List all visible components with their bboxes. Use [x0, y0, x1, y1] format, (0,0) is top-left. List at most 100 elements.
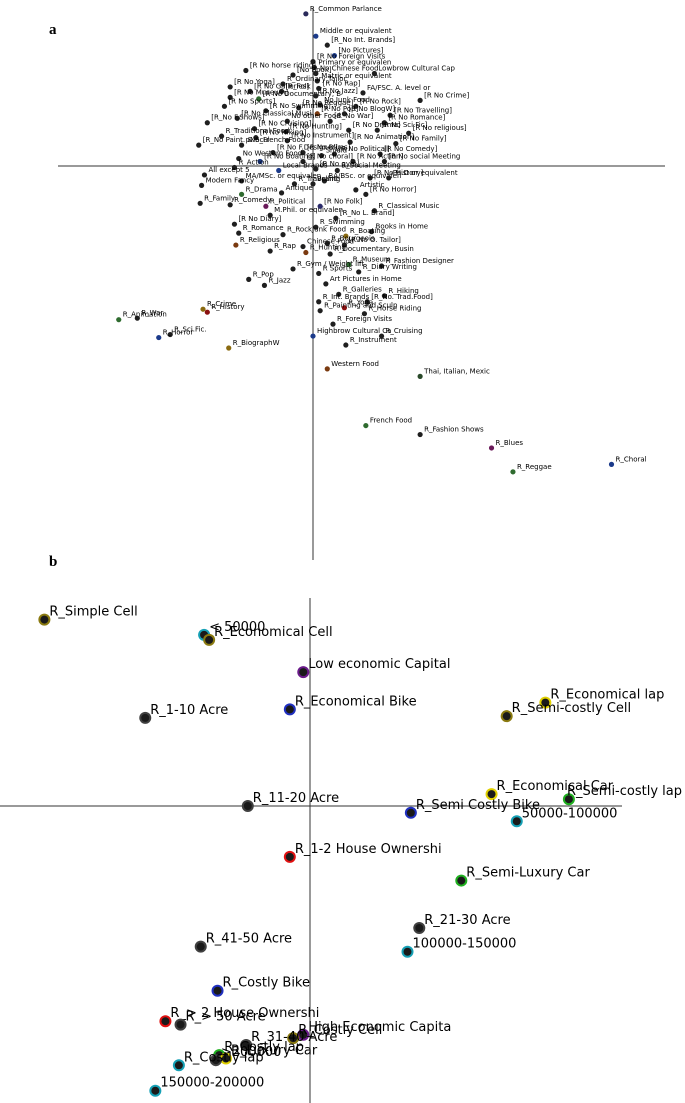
panel-a-point	[267, 212, 273, 218]
panel-a-point	[324, 42, 330, 48]
panel-b-point-label: R_> 50 Acre	[186, 1010, 266, 1025]
panel-a-point-label: [R No Folk]	[324, 197, 363, 205]
panel-a-point	[311, 64, 318, 71]
panel-b-point	[487, 790, 496, 799]
panel-a-point	[324, 366, 330, 372]
panel-a-point-label: R_Horse Riding	[368, 305, 421, 313]
panel-a-point-label: R_Instrument	[350, 336, 397, 344]
panel-b-point	[299, 1030, 308, 1039]
panel-a-point	[303, 249, 309, 256]
panel-b-point	[243, 802, 252, 810]
panel-a-point	[327, 251, 333, 257]
panel-a-point	[278, 88, 285, 95]
panel-b-point	[457, 876, 466, 885]
panel-a-point	[393, 141, 399, 147]
panel-a-point	[227, 84, 233, 90]
panel-a-point	[323, 281, 329, 287]
panel-a-point	[300, 149, 306, 156]
panel-a-point-label: [R No Comedy]	[384, 145, 437, 153]
panel-a-point	[316, 299, 322, 305]
panel-a-point-label: [R No Sci.Fic]	[381, 121, 427, 129]
panel-b-point-label: R_Luxury Car	[231, 1044, 318, 1059]
panel-a-point-label: MA/MSc. or equivalen	[246, 172, 322, 180]
panel-a-point	[360, 90, 366, 96]
panel-a-point	[303, 11, 309, 17]
panel-a-point-label: [R No social Meeting	[388, 153, 460, 161]
panel-a-point-label: [R No Instrument]	[291, 132, 354, 140]
panel-b-point	[406, 808, 415, 817]
panel-a-point-label: [R No Galleries]	[254, 82, 309, 90]
panel-a-point-label: [R No Travelling]	[394, 106, 452, 114]
panel-a-point-label: [R No O. Tailor]	[348, 236, 401, 244]
panel-a-point-label: R_Traditional Food	[226, 127, 290, 135]
panel-a-point	[374, 127, 380, 133]
panel-a-point	[341, 111, 348, 117]
panel-b-point-label: R_Simple Cell	[49, 605, 137, 620]
panel-a-point	[406, 130, 412, 136]
panel-a-point	[267, 248, 273, 254]
panel-a-point-label: R_Jazz	[268, 276, 290, 284]
panel-a-point	[608, 461, 615, 467]
panel-a-point	[196, 142, 202, 148]
panel-b-point-label: 100000-150000	[413, 937, 517, 952]
panel-a-point	[381, 120, 388, 126]
panel-a-point-label: R_Rap	[274, 242, 296, 250]
panel-b-point-label: R_1-2 House Ownershi	[295, 842, 442, 857]
panel-a-point	[356, 269, 362, 275]
panel-a-point	[336, 291, 342, 297]
panel-a-point-label: R_Gym / Weight lift	[297, 260, 364, 268]
panel-b-point-label: Low economic Capital	[308, 657, 450, 672]
panel-a-point	[231, 221, 238, 227]
panel-a-point-label: Thai, Italian, Mexic	[423, 367, 490, 375]
panel-a-point-label: R_Pop	[253, 270, 275, 278]
panel-b-point-label: R_1-10 Acre	[150, 703, 228, 718]
panel-a-point-label: R_Foreign Visits	[337, 315, 392, 323]
panel-a-point-label: R Sports	[323, 264, 353, 272]
panel-a-point-label: [R No Rap]	[323, 79, 361, 87]
panel-a-point	[334, 167, 340, 174]
panel-a-point	[330, 321, 336, 327]
panel-a-point-label: Ph.D or equivalent	[393, 169, 458, 177]
panel-a-point	[381, 158, 388, 165]
panel-a-point	[347, 139, 353, 145]
panel-a-point-label: [R No Foreign Visits	[317, 53, 386, 61]
panel-a-point	[227, 94, 233, 100]
panel-a-point-label: M.Phil. or equivalen	[274, 206, 343, 214]
panel-a-point	[371, 70, 378, 77]
panel-a-point-label: French Food	[370, 417, 412, 425]
panel-a-point-label: R_Galleries	[343, 285, 382, 293]
panel-a-point-label: R_Fashion Designer	[386, 257, 454, 265]
panel-a-point	[247, 88, 253, 95]
panel-a-point	[333, 215, 339, 221]
panel-a-point	[313, 70, 319, 77]
panel-a-point	[200, 306, 206, 312]
panel-a-point	[331, 151, 338, 157]
panel-a-point	[353, 187, 359, 193]
panel-a-point-label: R_Diary Writing	[363, 263, 417, 271]
panel-a-point	[316, 270, 322, 277]
panel-a-point	[378, 333, 385, 339]
panel-a-point-label: R_Museum	[353, 255, 391, 263]
panel-a-point-label: [R_No War]	[334, 112, 373, 120]
panel-a-point	[318, 152, 325, 159]
panel-b-point	[211, 1056, 220, 1065]
panel-a-point	[218, 133, 225, 139]
panel-a-point	[290, 266, 296, 272]
panel-a-point-label: [R No Horror]	[370, 185, 417, 193]
panel-a-point	[310, 58, 316, 65]
panel-a-point-label: R_BiographW	[233, 339, 280, 347]
panel-a-point	[276, 167, 282, 174]
panel-a-point-label: Shield	[326, 147, 348, 155]
panel-b-point-label: R_31-40 Acre	[251, 1030, 337, 1045]
panel-a-point-label: R_Family	[204, 194, 235, 202]
panel-b-point	[299, 668, 308, 677]
panel-a-point	[278, 190, 285, 196]
panel-a-point-label: Highbrow Cultural Ca	[317, 327, 391, 335]
panel-a-point	[321, 178, 328, 184]
panel-a-point	[381, 293, 388, 299]
panel-a-point-label: [R No Family]	[400, 135, 447, 143]
panel-a-point	[257, 158, 263, 165]
panel-a-point-label: R_Hiking	[388, 287, 418, 295]
panel-a-point	[233, 242, 239, 248]
